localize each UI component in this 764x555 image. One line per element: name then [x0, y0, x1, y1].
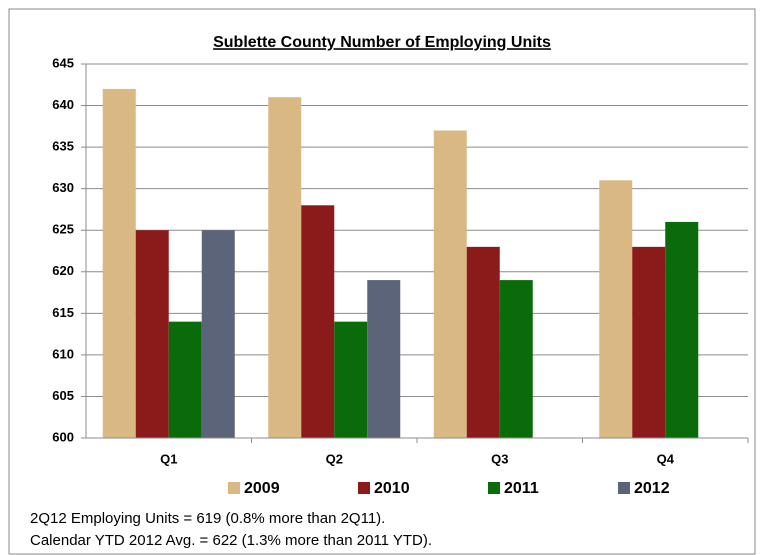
legend-label: 2009 — [244, 480, 280, 497]
legend-swatch — [358, 482, 370, 494]
bar — [301, 205, 335, 438]
bar — [499, 280, 533, 438]
y-tick-label: 605 — [52, 388, 74, 403]
legend-swatch — [618, 482, 630, 494]
y-tick-label: 600 — [52, 429, 74, 444]
legend-swatch — [488, 482, 500, 494]
bar — [168, 321, 202, 438]
bar — [466, 246, 500, 438]
legend-label: 2010 — [374, 480, 410, 497]
legend-label: 2012 — [634, 480, 670, 497]
bar — [632, 246, 666, 438]
bar — [433, 130, 467, 438]
y-tick-label: 640 — [52, 97, 74, 112]
bar — [367, 280, 401, 438]
y-tick-label: 645 — [52, 55, 74, 70]
note: Calendar YTD 2012 Avg. = 622 (1.3% more … — [30, 532, 432, 549]
note: 2Q12 Employing Units = 619 (0.8% more th… — [30, 510, 385, 527]
x-tick-label: Q1 — [160, 451, 177, 466]
y-tick-label: 620 — [52, 263, 74, 278]
bar — [201, 230, 235, 438]
y-tick-label: 630 — [52, 180, 74, 195]
x-tick-label: Q2 — [326, 451, 343, 466]
x-tick-label: Q4 — [657, 451, 675, 466]
bar — [102, 88, 136, 438]
bar — [599, 180, 633, 438]
bar — [135, 230, 169, 438]
y-tick-label: 625 — [52, 222, 74, 237]
y-tick-label: 615 — [52, 305, 74, 320]
x-tick-label: Q3 — [491, 451, 508, 466]
legend-label: 2011 — [504, 480, 539, 497]
chart-title: Sublette County Number of Employing Unit… — [213, 34, 551, 51]
y-tick-label: 610 — [52, 346, 74, 361]
bar — [665, 221, 699, 438]
bar — [334, 321, 368, 438]
legend-swatch — [228, 482, 240, 494]
bar — [268, 97, 302, 438]
y-tick-label: 635 — [52, 139, 74, 154]
